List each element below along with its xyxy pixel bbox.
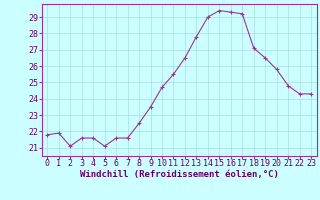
X-axis label: Windchill (Refroidissement éolien,°C): Windchill (Refroidissement éolien,°C)	[80, 170, 279, 179]
